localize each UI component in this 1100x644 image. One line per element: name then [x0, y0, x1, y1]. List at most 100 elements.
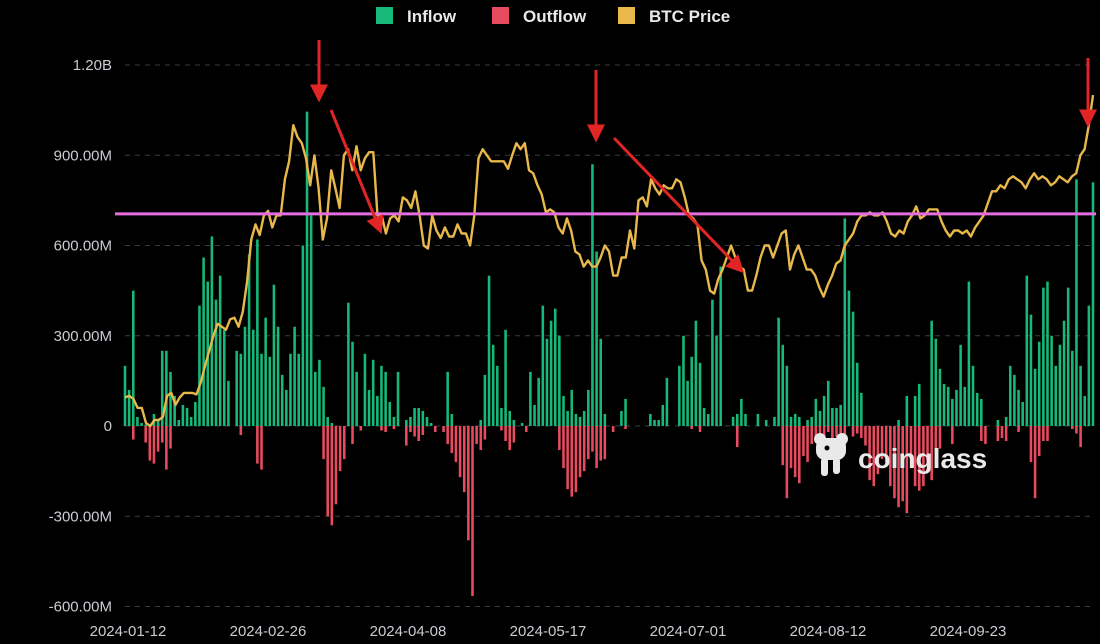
- inflow-bar: [938, 368, 942, 426]
- outflow-bar: [1000, 426, 1004, 439]
- outflow-bar: [893, 426, 896, 499]
- outflow-bar: [558, 426, 561, 451]
- inflow-bar: [371, 359, 375, 426]
- outflow-bar: [359, 426, 363, 431]
- outflow-bar: [951, 426, 954, 445]
- inflow-bar: [185, 407, 189, 426]
- inflow-bar: [520, 422, 524, 426]
- inflow-bar: [314, 371, 317, 426]
- outflow-bar: [591, 426, 594, 452]
- inflow-bar: [1033, 368, 1037, 426]
- inflow-bar: [822, 395, 826, 426]
- coinglass-logo-icon: [814, 433, 848, 476]
- outflow-bar: [148, 426, 152, 461]
- outflow-bar: [508, 426, 512, 451]
- inflow-bar: [740, 398, 743, 426]
- outflow-bar: [901, 426, 904, 502]
- outflow-bar: [785, 426, 789, 499]
- outflow-bar: [524, 426, 528, 433]
- inflow-bar: [305, 111, 309, 427]
- inflow-bar: [1042, 287, 1045, 426]
- inflow-bar: [702, 407, 706, 426]
- inflow-bar: [165, 350, 168, 426]
- outflow-bar: [781, 426, 785, 466]
- inflow-bar: [711, 299, 714, 426]
- inflow-bar: [367, 389, 371, 426]
- inflow-bar: [570, 389, 574, 426]
- outflow-bar: [462, 426, 466, 493]
- inflow-bar: [1062, 320, 1066, 426]
- inflow-bar: [553, 308, 557, 426]
- inflow-bar: [690, 356, 694, 426]
- inflow-bar: [682, 335, 685, 426]
- outflow-bar: [599, 426, 603, 461]
- inflow-bar: [764, 419, 768, 426]
- watermark-text: coinglass: [858, 443, 987, 474]
- y-tick-label: 1.20B: [73, 57, 112, 74]
- outflow-bar: [984, 426, 987, 445]
- inflow-bar: [136, 416, 139, 426]
- inflow-bar: [194, 401, 197, 426]
- outflow-bar: [814, 426, 818, 439]
- inflow-bar: [198, 305, 201, 426]
- inflow-bar: [599, 338, 603, 426]
- outflow-bar: [810, 426, 813, 445]
- inflow-bar: [388, 401, 392, 426]
- inflow-bar: [396, 371, 400, 426]
- outflow-bar: [454, 426, 458, 463]
- inflow-bar: [951, 398, 954, 426]
- inflow-bar: [413, 407, 416, 426]
- outflow-bar: [458, 426, 462, 478]
- outflow-bar: [1017, 426, 1020, 433]
- inflow-bar: [980, 398, 983, 426]
- inflow-bar: [177, 419, 181, 426]
- inflow-bar: [814, 398, 818, 426]
- outflow-bar: [380, 426, 383, 431]
- inflow-bar: [843, 218, 847, 426]
- inflow-bar: [897, 419, 900, 426]
- inflow-bar: [975, 392, 979, 426]
- inflow-bar: [355, 371, 358, 426]
- outflow-bar: [611, 426, 615, 433]
- inflow-bar: [1046, 281, 1049, 426]
- inflow-bar: [293, 326, 296, 426]
- inflow-bar: [483, 374, 487, 426]
- outflow-bar: [256, 426, 259, 464]
- inflow-bar: [247, 254, 251, 426]
- y-tick-label: -600.00M: [49, 599, 112, 616]
- outflow-bar: [574, 426, 578, 493]
- inflow-bar: [450, 413, 454, 426]
- inflow-bar: [810, 416, 813, 426]
- outflow-bar: [996, 426, 1000, 442]
- inflow-bar: [380, 365, 383, 426]
- inflow-bar: [1013, 374, 1016, 426]
- outflow-bar: [934, 426, 938, 454]
- inflow-bar: [917, 383, 921, 426]
- outflow-bar: [851, 426, 855, 437]
- outflow-bar: [872, 426, 876, 487]
- inflow-bar: [131, 290, 135, 426]
- outflow-bar: [926, 426, 929, 463]
- outflow-bar: [471, 426, 474, 596]
- inflow-bar: [297, 353, 301, 426]
- inflow-bar: [942, 383, 946, 426]
- outflow-bar: [570, 426, 574, 497]
- outflow-bar: [855, 426, 859, 434]
- inflow-bar: [686, 380, 689, 426]
- coinglass-watermark: coinglass: [814, 433, 987, 476]
- inflow-bar: [425, 416, 429, 426]
- inflow-bar: [541, 305, 545, 426]
- inflow-bar: [934, 338, 938, 426]
- y-tick-label: 600.00M: [54, 238, 112, 255]
- x-tick-label: 2024-07-01: [650, 623, 727, 640]
- inflow-bar: [826, 380, 830, 426]
- inflow-bar: [930, 320, 933, 426]
- legend: Inflow Outflow BTC Price: [376, 7, 730, 26]
- inflow-bar: [595, 251, 598, 426]
- inflow-bar: [582, 410, 586, 426]
- inflow-bar: [1017, 389, 1020, 426]
- outflow-bar: [1046, 426, 1049, 442]
- inflow-bar: [706, 413, 710, 426]
- inflow-bar: [719, 266, 722, 426]
- inflow-bar: [446, 371, 449, 426]
